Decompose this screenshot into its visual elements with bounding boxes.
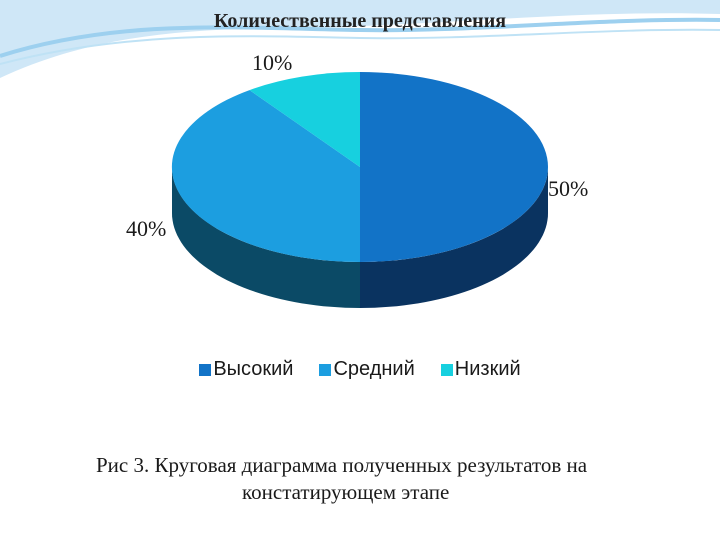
caption-line-2: констатирующем этапе bbox=[242, 480, 450, 504]
caption-line-1: Рис 3. Круговая диаграмма полученных рез… bbox=[96, 453, 588, 477]
pie-slice-sredniy bbox=[171, 90, 360, 263]
pie-side-vysokiy bbox=[360, 167, 548, 308]
header-wave-stripe bbox=[0, 17, 720, 58]
data-label-vysokiy: 50% bbox=[548, 176, 589, 201]
pie-slice-nizkiy bbox=[249, 71, 360, 167]
pie-slice-vysokiy bbox=[360, 72, 548, 262]
header-wave-line bbox=[0, 28, 720, 65]
legend-label-sredniy: Средний bbox=[333, 358, 415, 380]
pie-side-sredniy bbox=[172, 167, 360, 308]
chart-title: Количественные представления bbox=[213, 10, 507, 32]
legend-swatch-vysokiy bbox=[199, 363, 212, 376]
header-wave-shape bbox=[0, 0, 720, 78]
legend-label-vysokiy: Высокий bbox=[213, 358, 294, 380]
data-label-nizkiy: 10% bbox=[252, 50, 293, 75]
legend-item-sredniy: Средний bbox=[319, 358, 415, 381]
legend-swatch-sredniy bbox=[319, 363, 332, 376]
legend-label-nizkiy: Низкий bbox=[454, 358, 521, 380]
chart-legend: Высокий Средний Низкий bbox=[0, 358, 720, 381]
legend-swatch-nizkiy bbox=[440, 363, 453, 376]
legend-item-vysokiy: Высокий bbox=[199, 358, 293, 381]
data-label-sredniy: 40% bbox=[126, 216, 167, 241]
figure-caption: Рис 3. Круговая диаграмма полученных рез… bbox=[96, 452, 696, 506]
legend-item-nizkiy: Низкий bbox=[440, 358, 521, 381]
